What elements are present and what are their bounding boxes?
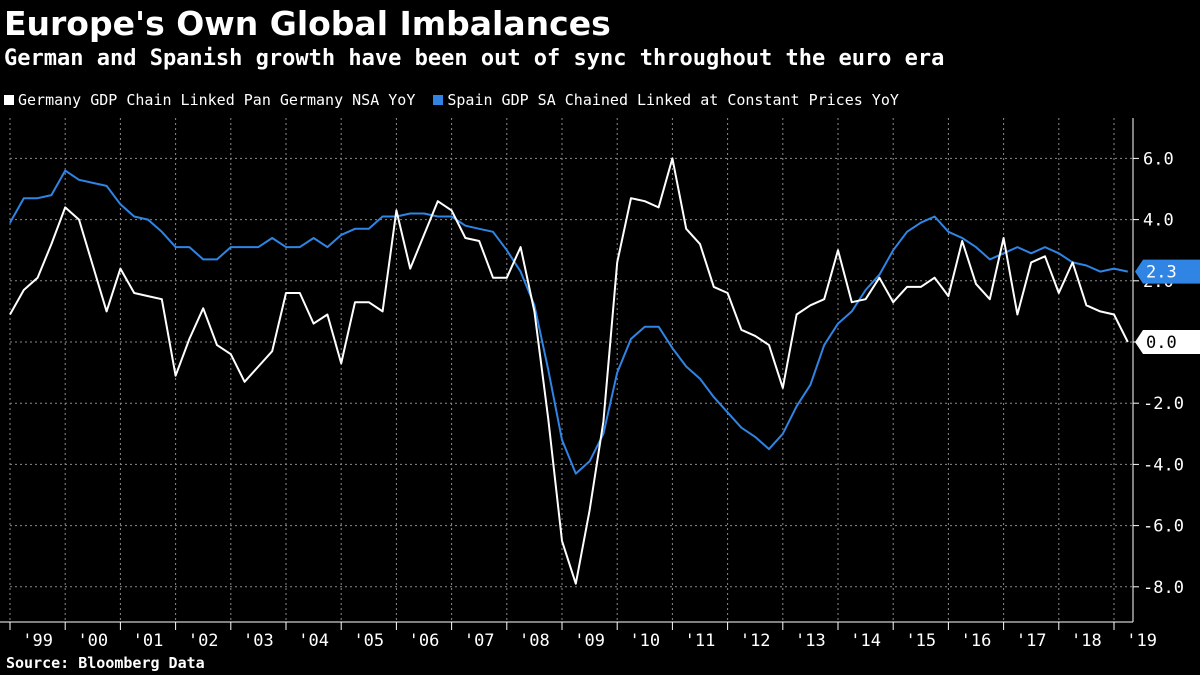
x-tick-label: '18 — [1071, 631, 1102, 651]
legend-item-spain[interactable]: Spain GDP SA Chained Linked at Constant … — [433, 91, 899, 109]
x-tick-label: '16 — [961, 631, 992, 651]
x-tick-label: '14 — [850, 631, 881, 651]
legend-label-spain: Spain GDP SA Chained Linked at Constant … — [447, 91, 899, 109]
x-tick-label: '19 — [1126, 631, 1157, 651]
x-tick-label: '12 — [740, 631, 771, 651]
chart-subtitle: German and Spanish growth have been out … — [4, 46, 945, 71]
x-tick-label: '11 — [685, 631, 716, 651]
legend-label-germany: Germany GDP Chain Linked Pan Germany NSA… — [18, 91, 416, 109]
y-tick-label: -8.0 — [1143, 578, 1184, 598]
x-tick-label: '00 — [77, 631, 108, 651]
chart-legend: Germany GDP Chain Linked Pan Germany NSA… — [4, 91, 899, 109]
last-value-flag-germany — [1135, 330, 1200, 354]
x-tick-label: '15 — [905, 631, 936, 651]
last-value-flag-spain — [1135, 259, 1200, 284]
x-tick-label: '10 — [629, 631, 660, 651]
x-tick-label: '99 — [22, 631, 53, 651]
x-tick-label: '08 — [519, 631, 550, 651]
x-tick-label: '05 — [353, 631, 384, 651]
x-tick-label: '07 — [464, 631, 495, 651]
x-tick-label: '09 — [574, 631, 605, 651]
legend-swatch-germany — [4, 95, 14, 105]
x-tick-label: '01 — [133, 631, 164, 651]
x-tick-label: '13 — [795, 631, 826, 651]
source-note: Source: Bloomberg Data — [6, 654, 205, 672]
y-tick-label: 4.0 — [1143, 211, 1174, 231]
x-tick-label: '06 — [409, 631, 440, 651]
x-tick-label: '03 — [243, 631, 274, 651]
spain-series-line[interactable] — [9, 169, 1129, 475]
last-value-flag-germany-label: 0.0 — [1146, 333, 1177, 353]
y-tick-label: -6.0 — [1143, 517, 1184, 537]
legend-swatch-spain — [433, 95, 444, 105]
last-value-flag-spain-label: 2.3 — [1146, 263, 1177, 283]
x-tick-label: '02 — [188, 631, 219, 651]
x-tick-label: '17 — [1016, 631, 1047, 651]
y-tick-label: -2.0 — [1143, 394, 1184, 414]
germany-series-line[interactable] — [9, 157, 1129, 585]
legend-item-germany[interactable]: Germany GDP Chain Linked Pan Germany NSA… — [4, 91, 415, 109]
y-tick-label: 6.0 — [1143, 149, 1174, 169]
chart-title: Europe's Own Global Imbalances — [4, 4, 611, 43]
y-tick-label: -4.0 — [1143, 455, 1184, 475]
x-tick-label: '04 — [298, 631, 329, 651]
